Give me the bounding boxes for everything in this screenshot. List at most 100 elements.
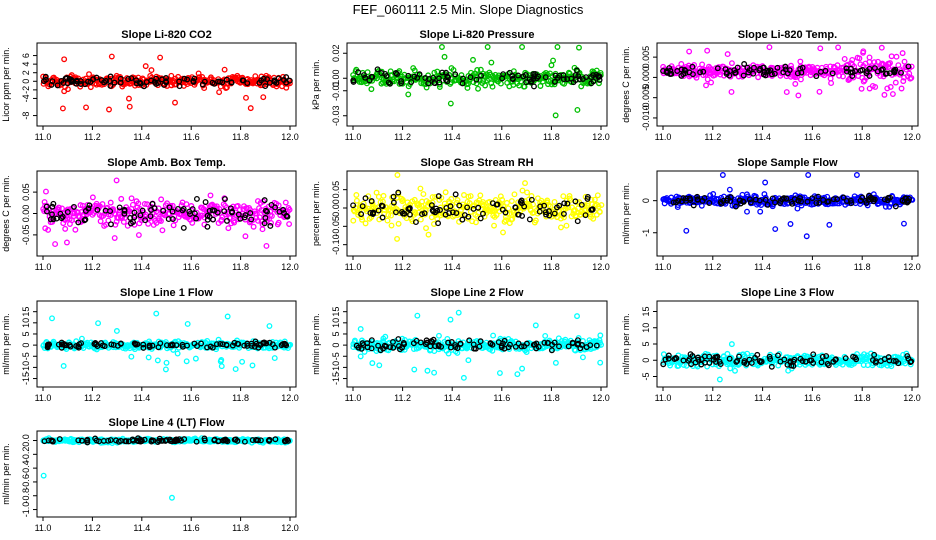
data-point [42, 225, 49, 232]
y-tick-label: 0.00 [21, 205, 31, 223]
data-point-black [732, 203, 739, 210]
data-point-black [859, 194, 866, 201]
data-point-black [248, 216, 255, 223]
data-point [497, 80, 504, 87]
x-tick-label: 11.2 [84, 523, 101, 533]
data-point [678, 61, 685, 67]
data-point-black [866, 65, 873, 72]
y-tick-label: -5 [641, 372, 651, 380]
data-point-black [81, 217, 88, 224]
data-point-black [220, 437, 227, 444]
data-point-black [262, 207, 269, 214]
data-point-black [466, 337, 473, 344]
y-axis-label: Licor ppm per min. [1, 47, 11, 122]
data-point [727, 365, 734, 372]
data-point-black [423, 337, 430, 344]
data-point-black [91, 341, 98, 347]
plot-frame [346, 300, 608, 388]
data-point [704, 47, 711, 54]
data-point [797, 58, 804, 65]
data-point [732, 367, 738, 374]
x-tick-label: 11.2 [704, 393, 721, 403]
y-axis-label: ml/min per min. [621, 313, 631, 375]
data-point [275, 219, 282, 226]
data-point-black [229, 342, 236, 349]
data-point-black [257, 437, 264, 444]
data-point-black [358, 345, 365, 352]
data-point-black [49, 203, 56, 210]
data-point-black [121, 210, 128, 217]
data-point [523, 349, 530, 356]
data-point [834, 62, 841, 69]
data-point-black [722, 66, 729, 73]
data-point-black [556, 343, 562, 350]
data-point-black [73, 80, 80, 87]
data-point [766, 44, 773, 51]
plot-frame [656, 300, 919, 388]
data-point [286, 80, 293, 87]
panel-title: Slope Line 2 Flow [431, 287, 524, 299]
data-point-black [241, 214, 248, 221]
data-point [192, 355, 199, 362]
data-point-black [223, 217, 230, 224]
data-point-black [477, 215, 484, 222]
data-point-black [53, 215, 60, 222]
data-point-black [190, 78, 197, 85]
x-tick-label: 12.0 [281, 523, 299, 533]
data-point-black [76, 341, 83, 348]
data-point-black [193, 215, 199, 222]
data-point-black [156, 437, 163, 444]
data-point-black [155, 80, 161, 87]
data-point [221, 66, 228, 73]
y-tick-label: -0.8 [21, 488, 31, 504]
data-point [151, 215, 158, 222]
data-point-black [204, 344, 210, 351]
data-point-black [54, 82, 61, 89]
data-point-black [663, 69, 670, 76]
data-point-black [139, 207, 146, 214]
data-point-black [281, 77, 287, 83]
data-point [410, 346, 417, 352]
data-point-black [108, 341, 115, 348]
y-tick-label: 5 [331, 331, 341, 336]
data-point-black [768, 363, 775, 370]
data-point [724, 350, 731, 357]
data-point-black [678, 72, 685, 79]
data-point [411, 67, 418, 74]
data-point [409, 218, 416, 225]
data-point-black [396, 346, 403, 353]
y-tick-label: 15 [21, 307, 31, 317]
data-point [514, 371, 521, 378]
data-point-black [362, 195, 369, 202]
data-point-black [62, 75, 69, 82]
data-point [260, 198, 267, 205]
data-point-black [50, 200, 57, 207]
x-tick-label: 11.4 [444, 262, 461, 272]
x-tick-label: 11.0 [655, 262, 672, 272]
data-point [89, 194, 96, 201]
data-point [420, 191, 427, 198]
data-point-black [249, 437, 256, 444]
x-tick-label: 12.0 [592, 262, 610, 272]
y-tick-label: 15 [641, 306, 651, 316]
data-point [126, 103, 133, 110]
data-point-black [355, 69, 362, 76]
data-point [522, 180, 528, 187]
data-point-black [125, 76, 132, 83]
data-point-black [422, 75, 429, 81]
data-point-black [824, 360, 831, 367]
data-point-black [75, 219, 82, 226]
data-point-black [48, 81, 55, 88]
data-point-black [714, 65, 721, 72]
data-point-black [377, 347, 384, 354]
x-tick-label: 11.2 [84, 132, 101, 142]
data-point-black [75, 344, 82, 351]
data-point [757, 208, 764, 215]
x-tick-label: 11.4 [754, 132, 771, 142]
x-tick-label: 12.0 [281, 132, 299, 142]
y-tick-label: -4 [21, 94, 31, 102]
data-point [447, 316, 454, 323]
data-point-black [70, 203, 77, 210]
y-axis-label: ml/min per min. [311, 313, 321, 375]
